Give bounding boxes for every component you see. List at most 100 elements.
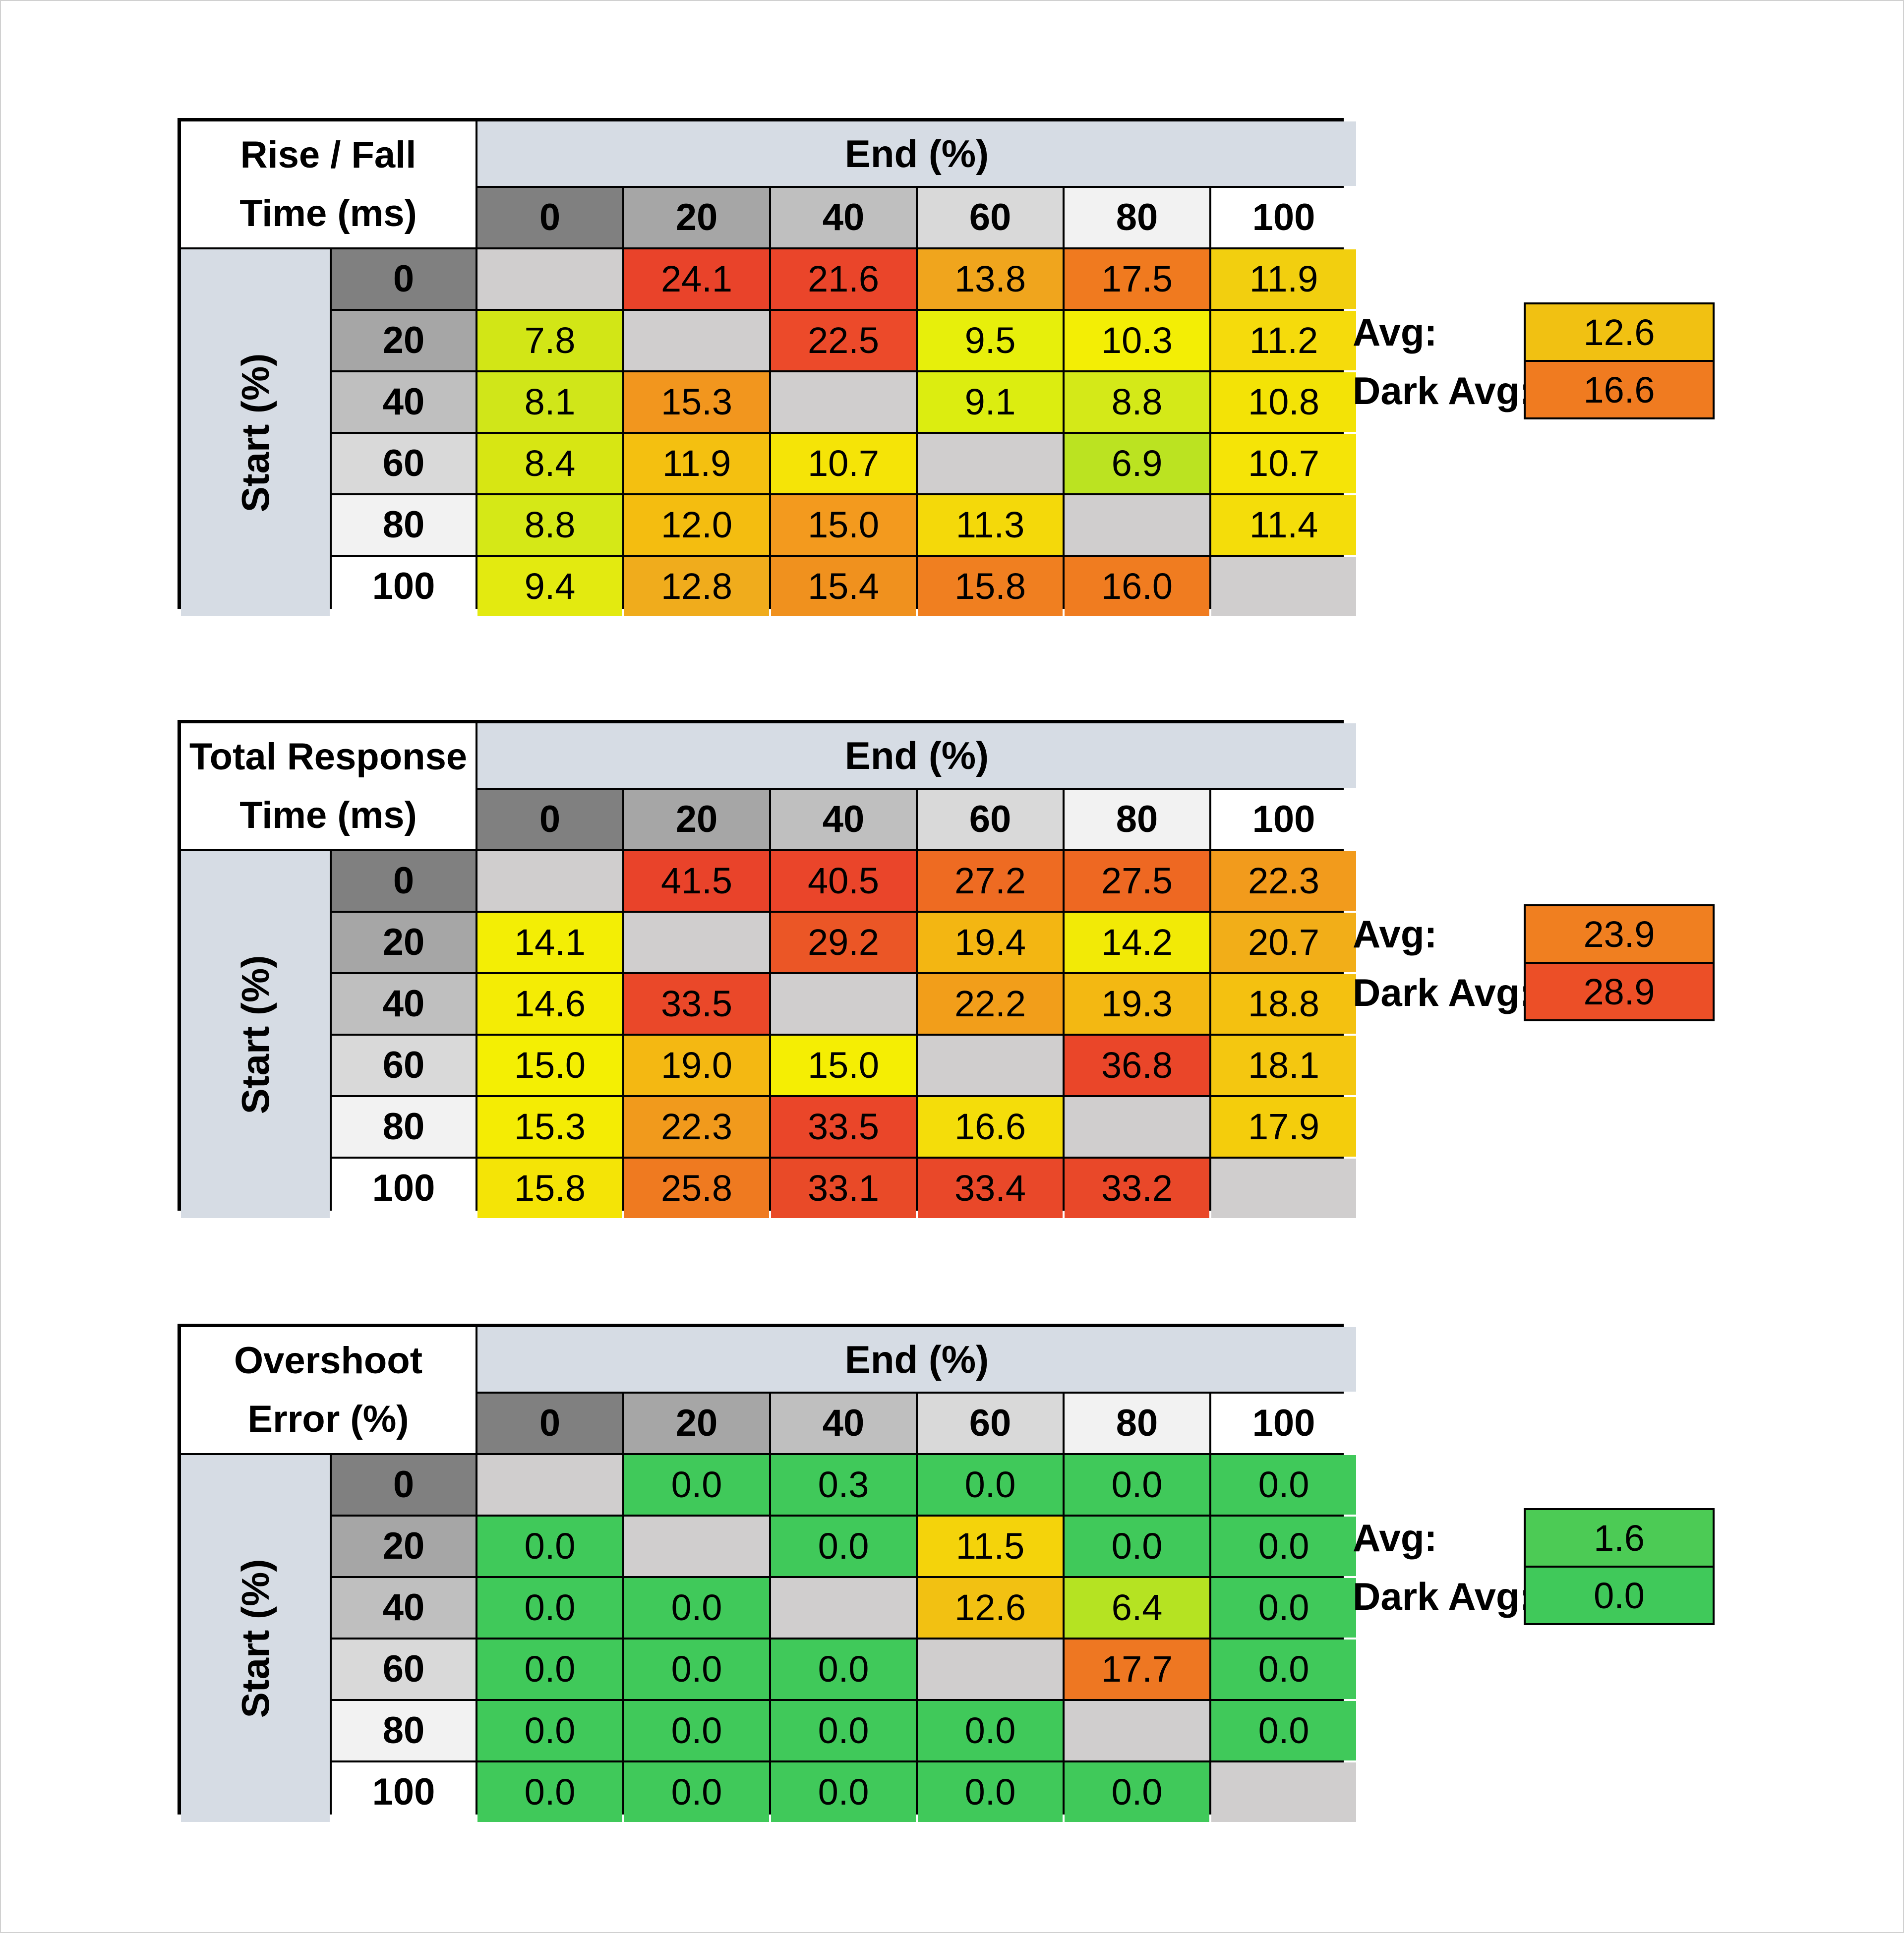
- heatmap-cell: 22.5: [771, 311, 916, 370]
- table-title-line: Total Response: [189, 736, 468, 778]
- heatmap-cell: 11.2: [1211, 311, 1356, 370]
- row-header: 80: [332, 1097, 476, 1157]
- row-header: 20: [332, 311, 476, 370]
- diagonal-cell: [918, 1640, 1063, 1699]
- dark-avg-label: Dark Avg:: [1353, 368, 1533, 412]
- heatmap-cell: 18.8: [1211, 974, 1356, 1034]
- row-header: 60: [332, 1640, 476, 1699]
- heatmap-cell: 15.4: [771, 557, 916, 616]
- heatmap-cell: 0.0: [624, 1640, 769, 1699]
- heatmap-cell: 24.1: [624, 249, 769, 309]
- row-header: 80: [332, 1701, 476, 1760]
- heatmap-cell: 27.2: [918, 851, 1063, 911]
- heatmap-cell: 0.0: [477, 1701, 622, 1760]
- heatmap-cell: 17.9: [1211, 1097, 1356, 1157]
- diagonal-cell: [477, 249, 622, 309]
- heatmap-grid: Overshoot Error (%) End (%) 0 20 40 60 80 100 Sta…: [178, 1324, 1356, 1822]
- avg-value: 1.6: [1524, 1508, 1715, 1568]
- heatmap-cell: 0.0: [1065, 1762, 1209, 1822]
- row-header: 100: [332, 557, 476, 616]
- diagonal-cell: [1211, 557, 1356, 616]
- heatmap-cell: 20.7: [1211, 913, 1356, 972]
- heatmap-cell: 0.0: [1211, 1640, 1356, 1699]
- heatmap-cell: 7.8: [477, 311, 622, 370]
- end-axis-label: End (%): [477, 1327, 1356, 1392]
- column-header: 40: [771, 1394, 916, 1453]
- heatmap-cell: 17.5: [1065, 249, 1209, 309]
- row-header: 0: [332, 1455, 476, 1515]
- heatmap-cell: 27.5: [1065, 851, 1209, 911]
- column-header: 60: [918, 790, 1063, 849]
- diagonal-cell: [771, 974, 916, 1034]
- heatmap-cell: 11.9: [1211, 249, 1356, 309]
- heatmap-cell: 8.8: [477, 495, 622, 555]
- heatmap-cell: 11.3: [918, 495, 1063, 555]
- heatmap-cell: 0.0: [624, 1701, 769, 1760]
- diagonal-cell: [1211, 1762, 1356, 1822]
- diagonal-cell: [918, 434, 1063, 493]
- heatmap-cell: 0.0: [1065, 1455, 1209, 1515]
- end-axis-label: End (%): [477, 723, 1356, 788]
- column-header: 20: [624, 188, 769, 247]
- heatmap-cell: 17.7: [1065, 1640, 1209, 1699]
- heatmap-cell: 0.0: [918, 1701, 1063, 1760]
- heatmap-cell: 33.4: [918, 1159, 1063, 1218]
- total-response-time-block: Total Response Time (ms) End (%) 0 20 40 60 80 1…: [178, 720, 1715, 1218]
- heatmap-cell: 8.1: [477, 372, 622, 432]
- avg-label: Avg:: [1353, 1516, 1437, 1560]
- heatmap-cell: 0.0: [624, 1762, 769, 1822]
- heatmap-cell: 0.0: [1211, 1578, 1356, 1638]
- heatmap-cell: 21.6: [771, 249, 916, 309]
- heatmap-cell: 9.4: [477, 557, 622, 616]
- heatmap-cell: 9.1: [918, 372, 1063, 432]
- dark-avg-value: 16.6: [1524, 360, 1715, 419]
- heatmap-cell: 15.0: [477, 1036, 622, 1095]
- heatmap-cell: 15.3: [624, 372, 769, 432]
- heatmap-cell: 0.0: [918, 1455, 1063, 1515]
- heatmap-cell: 22.3: [624, 1097, 769, 1157]
- table-title-line: Time (ms): [239, 192, 417, 234]
- heatmap-cell: 8.4: [477, 434, 622, 493]
- column-header: 60: [918, 1394, 1063, 1453]
- avg-label: Avg:: [1353, 912, 1437, 956]
- heatmap-cell: 33.5: [624, 974, 769, 1034]
- dark-avg-label: Dark Avg:: [1353, 970, 1533, 1014]
- table-title: Rise / Fall Time (ms): [181, 121, 476, 247]
- heatmap-cell: 22.3: [1211, 851, 1356, 911]
- column-header: 100: [1211, 790, 1356, 849]
- column-header: 100: [1211, 1394, 1356, 1453]
- heatmap-cell: 33.5: [771, 1097, 916, 1157]
- heatmap-cell: 9.5: [918, 311, 1063, 370]
- row-header: 60: [332, 434, 476, 493]
- diagonal-cell: [624, 1517, 769, 1576]
- start-axis-label-text: Start (%): [234, 1559, 277, 1718]
- column-header: 0: [477, 1394, 622, 1453]
- heatmap-cell: 19.3: [1065, 974, 1209, 1034]
- dark-avg-label: Dark Avg:: [1353, 1574, 1533, 1618]
- rise-fall-time-block: Rise / Fall Time (ms) End (%) 0 20 40 60 80 100 S…: [178, 118, 1715, 616]
- end-axis-label: End (%): [477, 121, 1356, 186]
- overshoot-error-block: Overshoot Error (%) End (%) 0 20 40 60 80 100 Sta…: [178, 1324, 1715, 1822]
- table-title-line: Time (ms): [239, 794, 417, 836]
- heatmap-cell: 14.1: [477, 913, 622, 972]
- row-header: 60: [332, 1036, 476, 1095]
- heatmap-cell: 0.0: [477, 1578, 622, 1638]
- dark-avg-value: 28.9: [1524, 962, 1715, 1021]
- heatmap-grid: Total Response Time (ms) End (%) 0 20 40 60 80 1…: [178, 720, 1356, 1218]
- column-header: 60: [918, 188, 1063, 247]
- column-header: 20: [624, 790, 769, 849]
- heatmap-cell: 11.5: [918, 1517, 1063, 1576]
- column-header: 20: [624, 1394, 769, 1453]
- diagonal-cell: [477, 851, 622, 911]
- diagonal-cell: [1211, 1159, 1356, 1218]
- heatmap-cell: 0.0: [477, 1517, 622, 1576]
- table-title-line: Error (%): [247, 1398, 409, 1440]
- start-axis-label-text: Start (%): [234, 955, 277, 1114]
- heatmap-cell: 0.0: [771, 1762, 916, 1822]
- heatmap-cell: 10.7: [1211, 434, 1356, 493]
- heatmap-cell: 11.4: [1211, 495, 1356, 555]
- avg-value: 12.6: [1524, 302, 1715, 362]
- row-header: 40: [332, 1578, 476, 1638]
- heatmap-cell: 12.8: [624, 557, 769, 616]
- heatmap-cell: 29.2: [771, 913, 916, 972]
